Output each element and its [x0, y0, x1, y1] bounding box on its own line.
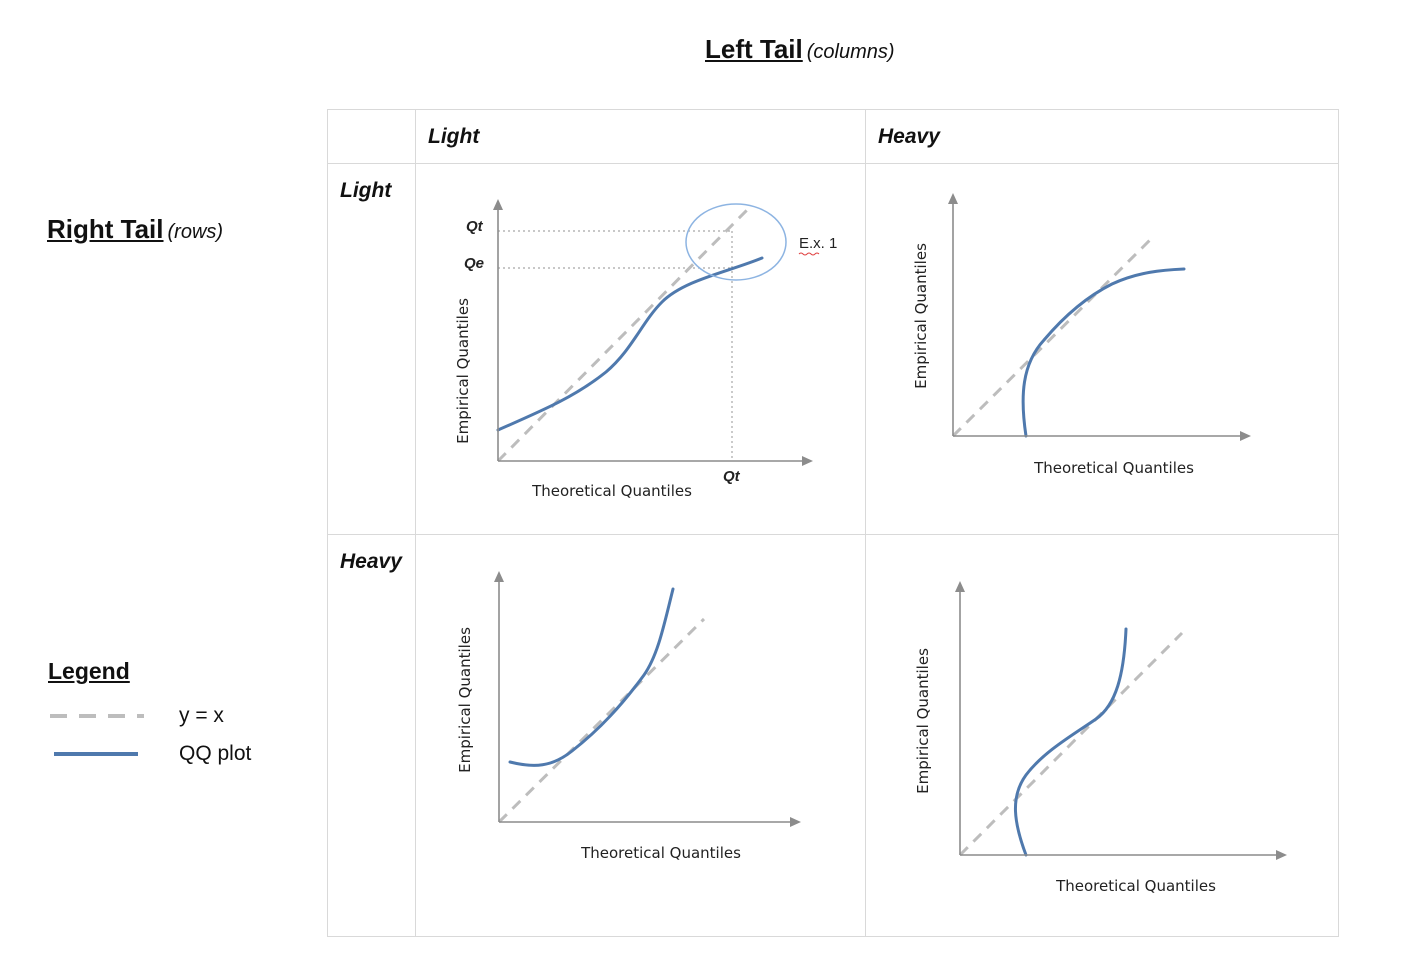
x-axis-arrow [1276, 850, 1287, 860]
row-heading-title: Right Tail [47, 214, 164, 244]
x-axis-label: Theoretical Quantiles [580, 844, 741, 862]
column-heading-title: Left Tail [705, 34, 803, 64]
y-axis-label: Empirical Quantiles [912, 243, 930, 389]
x-axis-label: Theoretical Quantiles [531, 482, 692, 500]
qt-y-label: Qt [466, 218, 484, 235]
reference-line [958, 631, 1184, 857]
grid-row-light: Light Qt Qe Qt E.x. 1 Theoretical Quanti… [327, 163, 1339, 535]
column-header-heavy: Heavy [865, 109, 1339, 164]
qq-plot-light-heavy: Theoretical Quantiles Empirical Quantile… [912, 193, 1251, 477]
qq-curve [496, 256, 764, 432]
y-axis-label: Empirical Quantiles [454, 298, 472, 444]
plot-cell-light-light: Qt Qe Qt E.x. 1 Theoretical Quantiles Em… [415, 163, 866, 535]
row-axis-heading: Right Tail (rows) [47, 214, 223, 245]
row-header-light-label: Light [340, 179, 392, 202]
y-axis-label: Empirical Quantiles [456, 627, 474, 773]
qq-curve [508, 587, 675, 767]
reference-line [497, 617, 706, 824]
spellcheck-underline [798, 252, 820, 256]
y-axis-arrow [948, 193, 958, 204]
column-axis-heading: Left Tail (columns) [705, 34, 895, 65]
legend-title: Legend [48, 658, 130, 684]
plot-cell-heavy-light: Theoretical Quantiles Empirical Quantile… [415, 534, 866, 937]
tail-comparison-grid: Light Heavy Light Qt Qe Qt [327, 109, 1339, 937]
qq-curve [1014, 627, 1128, 857]
grid-header-row: Light Heavy [327, 109, 1339, 164]
legend-item-qq: QQ plot [48, 740, 308, 770]
dashed-line-swatch [50, 714, 144, 718]
column-header-light-label: Light [428, 125, 480, 148]
qq-plot-light-light: Qt Qe Qt E.x. 1 Theoretical Quantiles Em… [454, 199, 837, 500]
highlight-circle [685, 203, 787, 281]
row-header-heavy: Heavy [327, 534, 416, 937]
grid-corner-cell [327, 109, 416, 164]
qe-y-label: Qe [464, 255, 484, 272]
legend-item-reference: y = x [48, 702, 308, 732]
row-header-heavy-label: Heavy [340, 550, 402, 573]
y-axis-arrow [955, 581, 965, 592]
solid-line-swatch [54, 752, 138, 756]
column-header-light: Light [415, 109, 866, 164]
column-heading-subtitle: (columns) [806, 41, 895, 63]
x-axis-arrow [790, 817, 801, 827]
row-header-light: Light [327, 163, 416, 535]
plot-cell-heavy-heavy: Theoretical Quantiles Empirical Quantile… [865, 534, 1339, 937]
row-heading-subtitle: (rows) [167, 221, 224, 243]
x-axis-arrow [1240, 431, 1251, 441]
legend-item-reference-label: y = x [179, 704, 224, 727]
x-axis-label: Theoretical Quantiles [1033, 459, 1194, 477]
grid-row-heavy: Heavy Theoretical Quantiles Empirical Qu… [327, 534, 1339, 937]
qt-x-label: Qt [723, 468, 741, 485]
qq-plot-heavy-heavy: Theoretical Quantiles Empirical Quantile… [914, 581, 1287, 895]
reference-line [951, 234, 1156, 438]
x-axis-label: Theoretical Quantiles [1055, 877, 1216, 895]
qq-curve [1021, 267, 1186, 438]
qq-plot-heavy-light: Theoretical Quantiles Empirical Quantile… [456, 571, 801, 862]
legend-item-qq-label: QQ plot [179, 742, 252, 765]
example-label: E.x. 1 [799, 235, 837, 252]
y-axis-label: Empirical Quantiles [914, 648, 932, 794]
y-axis-arrow [494, 571, 504, 582]
reference-line [496, 205, 752, 463]
column-header-heavy-label: Heavy [878, 125, 940, 148]
y-axis-arrow [493, 199, 503, 210]
plot-cell-light-heavy: Theoretical Quantiles Empirical Quantile… [865, 163, 1339, 535]
x-axis-arrow [802, 456, 813, 466]
